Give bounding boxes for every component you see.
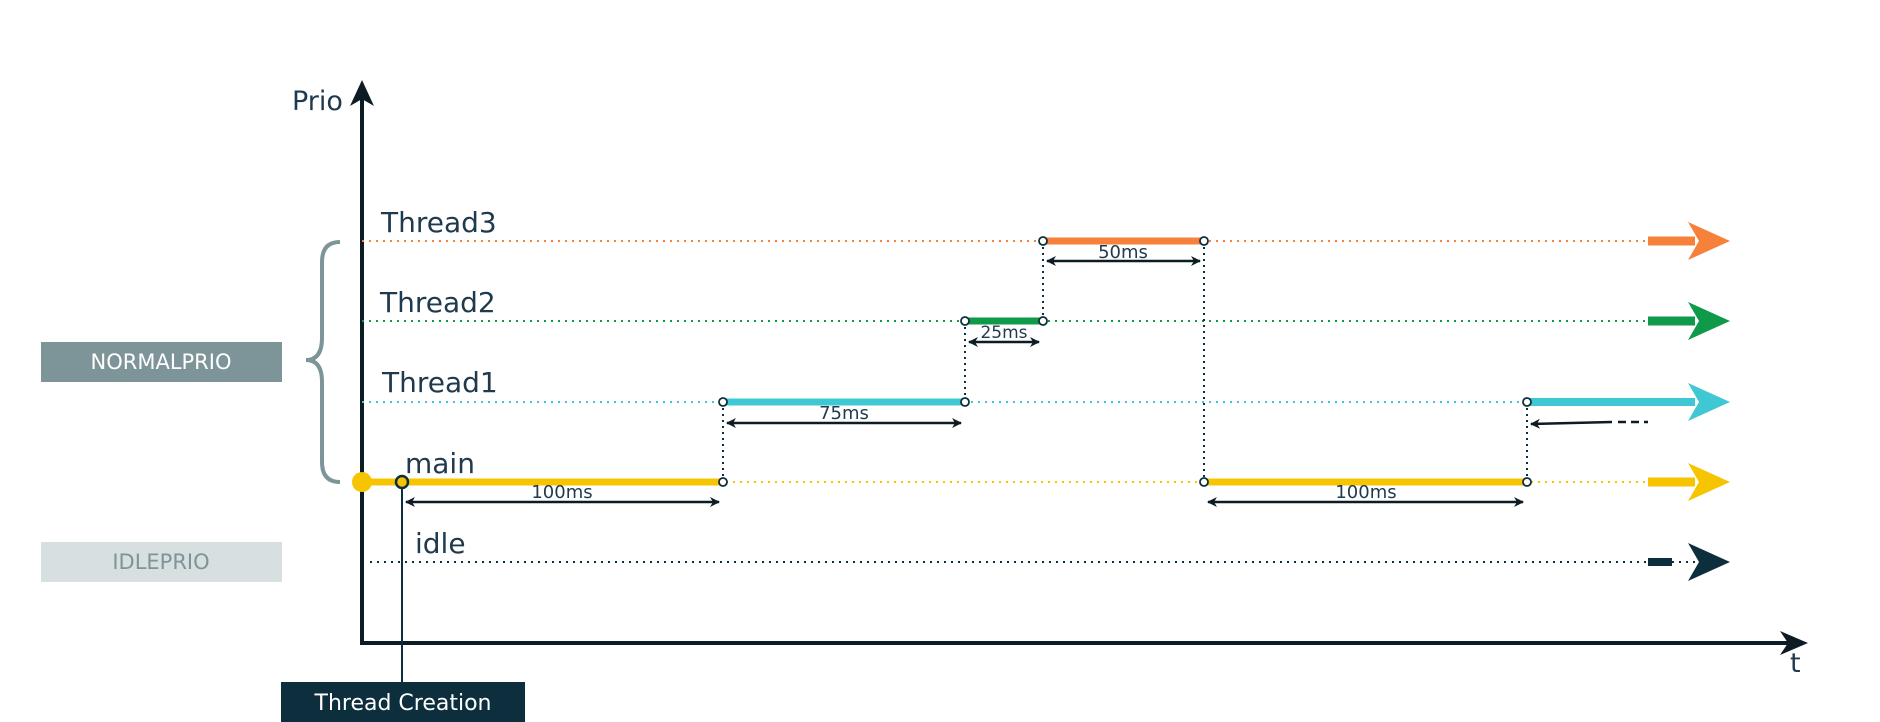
main-label: main [405, 447, 475, 480]
thread1-end-arrowhead [1688, 383, 1730, 421]
duration-label-thread3: 50ms [1098, 242, 1148, 263]
thread2-label: Thread2 [379, 286, 496, 319]
event-marker [1038, 236, 1048, 246]
event-marker [1522, 397, 1532, 407]
normalprio-brace [305, 240, 341, 484]
event-marker [1038, 316, 1048, 326]
thread3-label: Thread3 [380, 206, 497, 239]
event-marker [960, 397, 970, 407]
thread3-end-arrowhead [1688, 222, 1730, 260]
duration-label-main-second: 100ms [1335, 482, 1396, 503]
duration-label-thread2: 25ms [980, 323, 1027, 343]
x-axis-label: t [1790, 648, 1801, 679]
y-axis-arrowhead [350, 80, 374, 106]
thread2-end-arrowhead [1688, 302, 1730, 340]
y-axis-label: Prio [292, 86, 343, 117]
duration-label-main-first: 100ms [531, 482, 592, 503]
event-marker [1199, 236, 1209, 246]
thread-creation-box [281, 682, 525, 722]
idle-end-arrowhead [1688, 543, 1730, 581]
thread-creation-label: Thread Creation [314, 691, 492, 716]
event-marker [718, 477, 728, 487]
normalprio-label: NORMALPRIO [91, 350, 232, 374]
thread1-resume-arrow [1530, 418, 1613, 429]
thread1-label: Thread1 [381, 366, 498, 399]
idleprio-box [41, 542, 282, 582]
normalprio-box [41, 342, 282, 382]
main-start-dot [352, 472, 372, 492]
idle-label: idle [415, 527, 466, 560]
event-marker [718, 397, 728, 407]
event-marker [960, 316, 970, 326]
x-axis-arrowhead [1780, 631, 1808, 655]
event-marker [1199, 477, 1209, 487]
duration-label-thread1: 75ms [819, 403, 869, 424]
main-end-arrowhead [1688, 463, 1730, 501]
idleprio-label: IDLEPRIO [112, 550, 209, 574]
event-marker [1522, 477, 1532, 487]
thread-creation-marker [394, 474, 410, 490]
